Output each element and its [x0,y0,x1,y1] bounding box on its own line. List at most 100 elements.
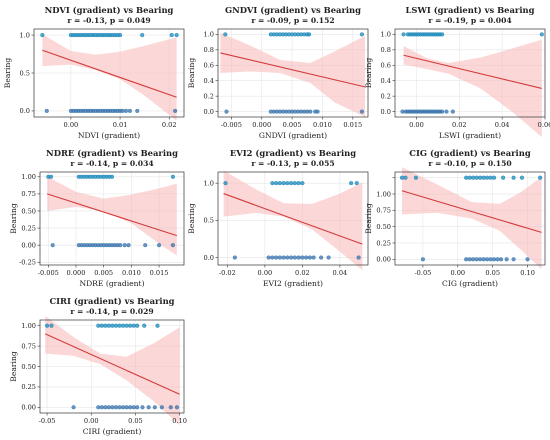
x-tick-label: -0.05 [414,269,431,277]
y-axis-label: Bearing [3,58,12,89]
data-point-bearing-0 [113,405,119,410]
x-tick-label: 0.010 [122,269,141,277]
data-point-bearing-0 [174,405,179,410]
subplot-5: -0.02 0.00 0.02 0.04 0.0 0.5 1.0 EVI2 (gradient… [187,148,369,288]
y-tick-label: 0.25 [376,239,391,247]
data-point-bearing-0 [289,255,294,260]
y-tick-label: 1.0 [381,31,392,39]
axes-frame [394,171,546,266]
data-point-bearing-0 [481,257,486,262]
y-tick-label: 0.6 [204,62,215,70]
data-point-bearing-0 [444,109,449,114]
confidence-band [42,34,177,121]
subplot-3: 0.00 0.02 0.04 0.06 0.0 0.2 0.4 0.6 0.8 1.0 LSWI (… [364,5,550,140]
data-point-bearing-1 [277,181,282,186]
data-point-bearing-0 [135,405,140,410]
y-tick-label: 0.0 [381,108,392,116]
data-point-bearing-1 [538,175,543,180]
data-point-bearing-1 [354,181,359,186]
data-point-bearing-1 [140,33,145,38]
y-tick-label: 0.0 [204,108,215,116]
y-tick-label: 0.5 [20,69,31,77]
data-point-bearing-0 [304,255,309,260]
data-point-bearing-0 [308,109,313,114]
data-point-bearing-0 [277,255,282,260]
data-point-bearing-0 [356,255,361,260]
y-axis-label: Bearing [187,58,196,89]
data-point-bearing-0 [50,243,55,248]
data-point-bearing-1 [45,323,50,328]
data-point-bearing-0 [440,109,445,114]
x-axis-label: NDVI (gradient) [78,131,140,140]
data-point-bearing-0 [285,255,290,260]
data-point-bearing-0 [311,255,316,260]
x-axis-label: CIRI (gradient) [83,427,142,436]
y-tick-label: 0.75 [376,207,391,215]
data-point-bearing-0 [492,257,497,262]
data-point-bearing-0 [120,405,126,410]
data-point-bearing-0 [99,405,104,410]
data-point-bearing-0 [122,243,127,248]
data-point-bearing-0 [159,405,164,410]
regression-line [220,52,366,88]
data-point-bearing-1 [49,323,54,328]
y-tick-label: 1.0 [20,31,31,39]
x-axis-label: CIG (gradient) [442,279,498,288]
x-tick-label: 0.000 [252,121,271,129]
x-tick-label: 0.00 [409,121,424,129]
data-point-bearing-0 [168,405,173,410]
data-point-bearing-1 [110,323,115,328]
subplot-1: 0.00 0.01 0.02 0.0 0.5 1.0 NDVI (gradient) vs … [3,5,185,140]
data-point-bearing-0 [495,257,500,262]
data-point-bearing-0 [126,243,131,248]
y-axis-label: Bearing [364,58,373,89]
confidence-band [223,170,363,271]
data-point-bearing-1 [485,175,490,180]
y-tick-label: 0.4 [381,77,392,85]
data-point-bearing-0 [96,405,101,410]
y-tick-label: 0.0 [204,254,215,262]
data-point-bearing-0 [106,405,111,410]
data-point-bearing-1 [519,175,525,180]
y-tick-label: 0.00 [21,241,36,249]
x-tick-label: 0.00 [84,417,99,425]
data-point-bearing-1 [49,174,54,179]
axes-frame [217,171,369,266]
data-point-bearing-1 [488,175,493,180]
subplot-4: -0.005 0.000 0.005 0.010 0.015 -0.25 0.00 0.25 0… [9,148,185,288]
data-point-bearing-0 [420,257,425,262]
data-point-bearing-1 [401,32,406,37]
data-point-bearing-0 [110,405,115,410]
data-point-bearing-0 [232,255,237,260]
data-point-bearing-1 [106,323,111,328]
data-point-bearing-1 [270,181,275,186]
data-point-bearing-0 [131,405,136,410]
data-point-bearing-0 [281,255,286,260]
data-point-bearing-1 [142,323,147,328]
data-point-bearing-0 [474,257,479,262]
subplot-title: NDVI (gradient) vs Bearing [45,5,174,15]
x-tick-label: 0.005 [94,269,113,277]
data-point-bearing-1 [349,181,354,186]
y-tick-label: 0.8 [204,46,215,54]
y-tick-label: 0.50 [21,363,36,371]
data-point-bearing-1 [174,33,179,38]
data-point-bearing-0 [471,257,476,262]
data-point-bearing-0 [124,405,129,410]
x-tick-label: -0.02 [219,269,236,277]
data-point-bearing-0 [326,255,331,260]
data-point-bearing-1 [131,323,136,328]
scatter-points [46,174,175,248]
x-tick-label: 0.00 [64,121,79,129]
subplot-stats: r = -0.13, p = 0.049 [67,16,150,25]
data-point-bearing-1 [289,181,294,186]
data-point-bearing-0 [274,255,279,260]
x-tick-label: -0.005 [221,121,242,129]
axes-frame [39,171,185,266]
axes-frame [394,28,546,118]
x-tick-label: 0.015 [343,121,362,129]
data-point-bearing-0 [135,108,140,113]
data-point-bearing-0 [511,257,516,262]
y-axis-label: Bearing [9,203,18,234]
regression-line [401,190,542,233]
